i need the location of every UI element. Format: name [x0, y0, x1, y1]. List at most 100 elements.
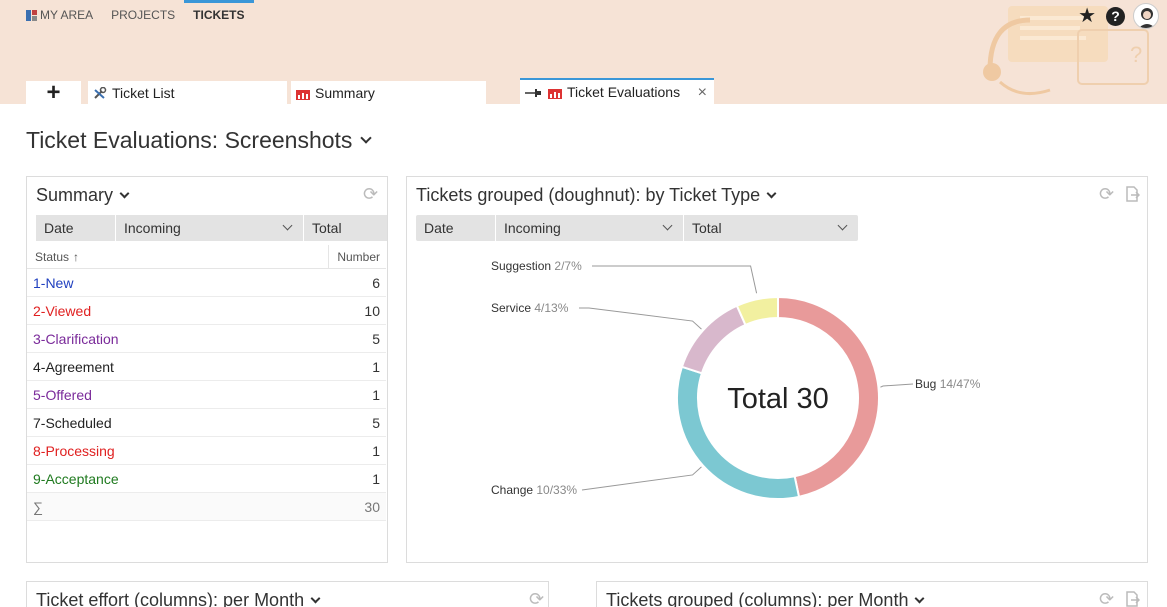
- top-navigation: MY AREA PROJECTS TICKETS: [26, 0, 263, 30]
- refresh-icon[interactable]: ⟳: [529, 589, 545, 607]
- tab-ticket-list-label: Ticket List: [112, 84, 175, 101]
- status-count: 1: [372, 442, 380, 459]
- slice-label-bug: Bug 14/47%: [915, 377, 981, 391]
- filter-incoming-label: Incoming: [504, 220, 561, 236]
- filter-incoming[interactable]: Incoming: [116, 215, 304, 241]
- chevron-down-icon: [282, 220, 293, 231]
- leader-line-change: [581, 466, 702, 491]
- status-count: 5: [372, 330, 380, 347]
- app-header: MY AREA PROJECTS TICKETS ? ★ ? + Ticket …: [0, 0, 1167, 106]
- leader-line-service: [579, 307, 702, 330]
- table-row[interactable]: 9-Acceptance 1: [27, 465, 386, 493]
- export-icon[interactable]: [1124, 186, 1141, 202]
- ticket-effort-panel-title[interactable]: Ticket effort (columns): per Month: [36, 590, 321, 607]
- filter-incoming[interactable]: Incoming: [496, 215, 684, 241]
- status-link[interactable]: 3-Clarification: [33, 330, 119, 347]
- sort-ascending-icon: ↑: [73, 249, 80, 264]
- filter-incoming-label: Incoming: [124, 220, 181, 236]
- tickets-grouped-columns-panel: Tickets grouped (columns): per Month ⟳: [596, 581, 1148, 607]
- tab-summary[interactable]: Summary: [291, 81, 486, 104]
- tab-ticket-list[interactable]: Ticket List: [88, 81, 287, 104]
- close-tab-icon[interactable]: ×: [697, 84, 707, 101]
- column-status-header[interactable]: Status ↑: [27, 245, 328, 268]
- status-count: 1: [372, 358, 380, 375]
- doughnut-panel-title[interactable]: Tickets grouped (doughnut): by Ticket Ty…: [416, 185, 777, 206]
- chevron-down-icon: [119, 188, 130, 199]
- sum-value: 30: [364, 498, 380, 515]
- summary-filter-bar: Date Incoming Total: [36, 215, 387, 241]
- support-decoration-image: ?: [983, 6, 1149, 96]
- table-row[interactable]: 2-Viewed 10: [27, 297, 386, 325]
- status-link[interactable]: 2-Viewed: [33, 302, 92, 319]
- table-row[interactable]: 1-New 6: [27, 269, 386, 297]
- top-right-toolbar: ★ ?: [1078, 3, 1159, 29]
- chart-icon: [548, 86, 562, 99]
- tab-summary-label: Summary: [315, 84, 375, 101]
- table-row[interactable]: 5-Offered 1: [27, 381, 386, 409]
- sum-icon: ∑: [33, 498, 43, 515]
- status-count: 1: [372, 470, 380, 487]
- status-link[interactable]: 7-Scheduled: [33, 414, 112, 431]
- chevron-down-icon: [310, 593, 321, 604]
- table-header: Status ↑ Number: [27, 245, 386, 269]
- add-tab-button[interactable]: +: [26, 79, 81, 106]
- status-count: 5: [372, 414, 380, 431]
- doughnut-slice-suggestion[interactable]: [735, 295, 779, 327]
- status-count: 6: [372, 274, 380, 291]
- status-table: Status ↑ Number 1-New 6 2-Viewed 10 3-Clarif…: [27, 245, 386, 521]
- leader-line-bug: [880, 383, 914, 388]
- page-title[interactable]: Ticket Evaluations: Screenshots: [26, 127, 373, 154]
- filter-total-label: Total: [692, 220, 722, 236]
- table-row[interactable]: 3-Clarification 5: [27, 325, 386, 353]
- status-link[interactable]: 5-Offered: [33, 386, 92, 403]
- ticket-effort-panel-title-text: Ticket effort (columns): per Month: [36, 590, 305, 607]
- column-number-header[interactable]: Number: [328, 245, 386, 268]
- doughnut-slice-service[interactable]: [680, 304, 747, 375]
- filter-total[interactable]: Total: [312, 220, 342, 236]
- tab-ticket-evaluations[interactable]: Ticket Evaluations ×: [520, 78, 714, 104]
- page-title-text: Ticket Evaluations: Screenshots: [26, 127, 353, 153]
- table-body: 1-New 6 2-Viewed 10 3-Clarification 5 4-Agreem…: [27, 269, 386, 493]
- refresh-icon[interactable]: ⟳: [1099, 184, 1115, 204]
- slice-label-suggestion: Suggestion 2/7%: [491, 259, 582, 273]
- status-count: 1: [372, 386, 380, 403]
- star-icon[interactable]: ★: [1078, 5, 1096, 27]
- chevron-down-icon: [360, 132, 373, 144]
- status-link[interactable]: 4-Agreement: [33, 358, 114, 375]
- column-status-label: Status: [35, 249, 70, 264]
- doughnut-panel: Tickets grouped (doughnut): by Ticket Ty…: [406, 176, 1148, 563]
- nav-my-area-label: MY AREA: [40, 8, 94, 22]
- avatar[interactable]: [1133, 3, 1159, 29]
- chart-icon: [296, 87, 310, 100]
- doughnut-center-label: Total 30: [727, 383, 829, 415]
- filter-total[interactable]: Total: [684, 215, 858, 241]
- table-row[interactable]: 4-Agreement 1: [27, 353, 386, 381]
- nav-my-area[interactable]: MY AREA: [26, 0, 93, 30]
- tools-icon: [93, 86, 107, 99]
- nav-tickets[interactable]: TICKETS: [184, 0, 254, 30]
- export-icon[interactable]: [1124, 591, 1141, 607]
- slice-label-service: Service 4/13%: [491, 301, 569, 315]
- refresh-icon[interactable]: ⟳: [1099, 589, 1115, 607]
- doughnut-panel-title-text: Tickets grouped (doughnut): by Ticket Ty…: [416, 185, 761, 205]
- table-row[interactable]: 7-Scheduled 5: [27, 409, 386, 437]
- pin-icon[interactable]: [524, 86, 542, 98]
- tickets-grouped-columns-panel-title[interactable]: Tickets grouped (columns): per Month: [606, 590, 925, 607]
- status-link[interactable]: 8-Processing: [33, 442, 115, 459]
- ticket-effort-panel: Ticket effort (columns): per Month ⟳: [26, 581, 549, 607]
- status-link[interactable]: 9-Acceptance: [33, 470, 119, 487]
- filter-date[interactable]: Date: [416, 215, 496, 241]
- table-row[interactable]: 8-Processing 1: [27, 437, 386, 465]
- nav-projects[interactable]: PROJECTS: [111, 8, 176, 22]
- filter-date[interactable]: Date: [36, 215, 116, 241]
- help-icon[interactable]: ?: [1106, 6, 1125, 26]
- refresh-icon[interactable]: ⟳: [363, 184, 379, 204]
- summary-panel: Summary ⟳ Date Incoming Total Status ↑ N…: [26, 176, 388, 563]
- summary-panel-title-text: Summary: [36, 185, 114, 205]
- chevron-down-icon: [915, 593, 925, 604]
- status-link[interactable]: 1-New: [33, 274, 74, 291]
- svg-text:?: ?: [1130, 42, 1142, 67]
- summary-panel-title[interactable]: Summary: [36, 185, 130, 206]
- doughnut-chart: Bug 14/47% Change 10/33% Service 4/13% Sugg…: [491, 259, 981, 500]
- my-area-icon: [26, 9, 37, 21]
